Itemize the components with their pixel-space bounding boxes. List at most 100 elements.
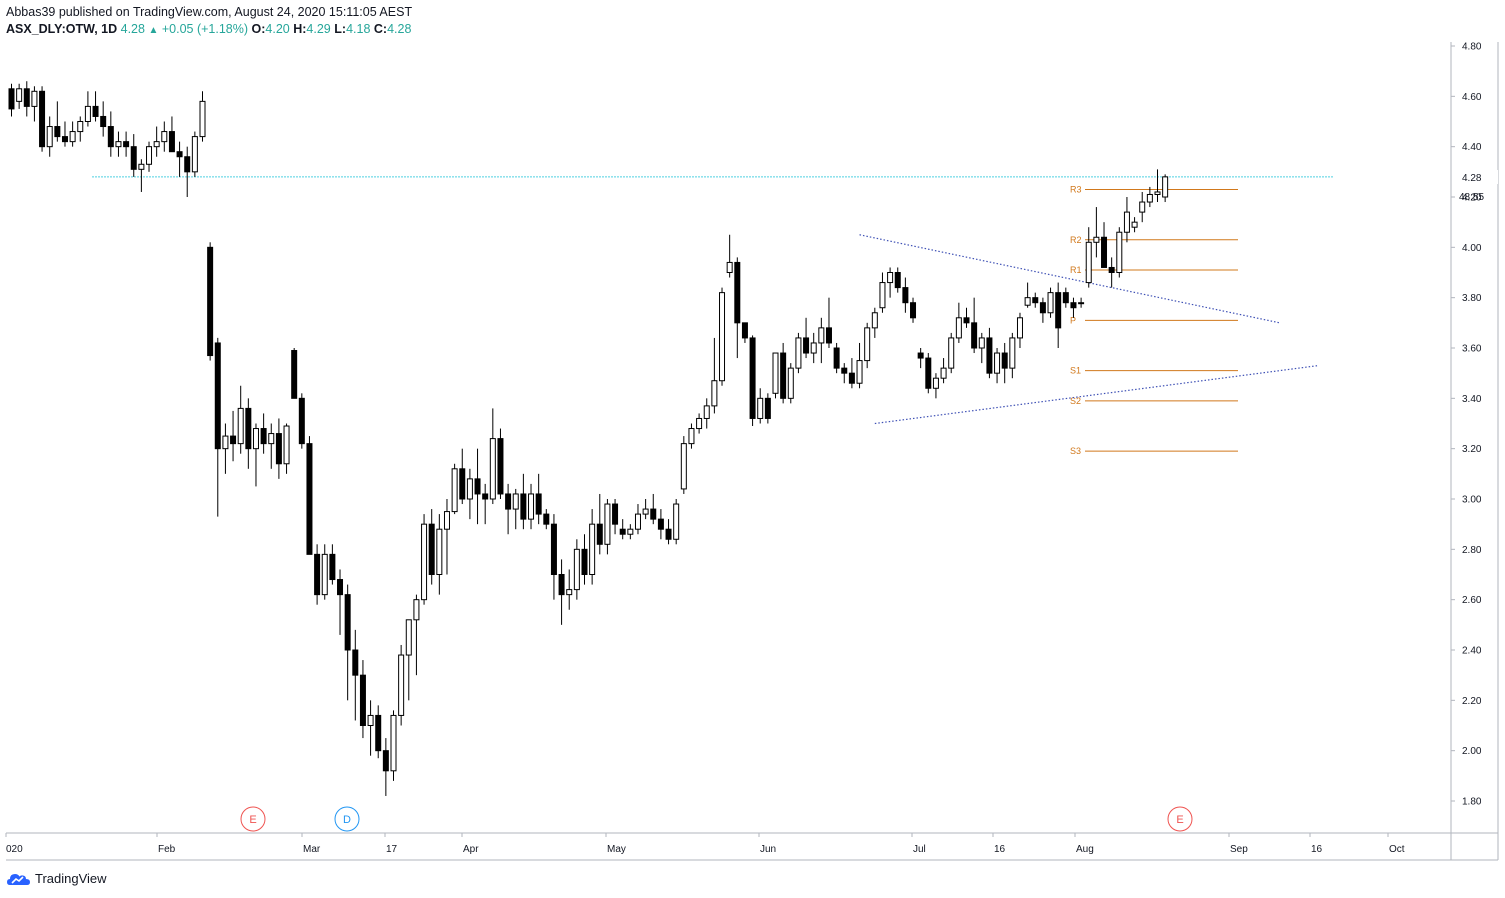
candle — [214, 337, 221, 517]
candle — [994, 348, 1001, 384]
time-tick-label: Sep — [1230, 844, 1248, 855]
candle-body — [963, 317, 970, 324]
candle — [856, 342, 863, 389]
candle — [1131, 217, 1138, 233]
candle-body — [955, 317, 962, 339]
candle — [252, 423, 259, 487]
price-tick-label: 3.00 — [1462, 495, 1482, 506]
candle — [642, 499, 649, 520]
up-triangle-icon: ▲ — [148, 25, 159, 36]
candle — [100, 101, 107, 137]
candle — [329, 544, 336, 585]
candles-layer — [8, 81, 1169, 796]
countdown-label: 48:55 — [1459, 192, 1484, 203]
event-marker[interactable]: E — [240, 806, 266, 832]
candle-body — [741, 322, 748, 339]
candle-body — [421, 523, 428, 601]
candle — [306, 436, 313, 555]
candle-body — [84, 105, 91, 123]
time-tick-label: Oct — [1389, 844, 1405, 855]
candle — [1070, 297, 1077, 318]
candle-body — [482, 493, 489, 500]
candle-body — [23, 88, 30, 107]
candle-body — [1116, 231, 1123, 274]
candle-body — [673, 503, 680, 540]
candle-body — [902, 287, 909, 304]
open-value: 4.20 — [265, 22, 290, 36]
candle-body — [772, 352, 779, 394]
event-marker[interactable]: E — [1167, 806, 1193, 832]
candle — [245, 398, 252, 469]
pivot-label: R1 — [1070, 265, 1082, 275]
candle — [948, 332, 955, 374]
candle-body — [650, 508, 657, 520]
candle — [589, 509, 596, 585]
candle-body — [1101, 236, 1108, 268]
candle — [1093, 207, 1100, 258]
candle-body — [107, 126, 114, 148]
candle — [138, 159, 145, 192]
candle-body — [314, 553, 321, 596]
candle-body — [879, 282, 886, 309]
candle-body — [436, 528, 443, 576]
candle-body — [1093, 236, 1100, 243]
candle — [8, 83, 15, 117]
candle-body — [31, 90, 38, 107]
time-tick-label: 16 — [994, 844, 1006, 855]
candle — [436, 514, 443, 595]
trendline[interactable] — [874, 365, 1319, 425]
candle-body — [764, 397, 771, 419]
symbol-label[interactable]: ASX_DLY:OTW, 1D — [6, 22, 118, 36]
candle-body — [780, 352, 787, 399]
time-axis[interactable]: 020 Feb Mar 17 Apr May Jun Jul 16 Aug Sep 16 Oct — [5, 833, 1405, 855]
candle-body — [1108, 266, 1115, 274]
current-price-marker: 4.28 48:55 — [1453, 170, 1498, 203]
candle — [688, 423, 695, 449]
candle-body — [222, 435, 229, 450]
candle — [482, 483, 489, 525]
high-label: H: — [293, 22, 307, 36]
price-tick-label: 2.20 — [1462, 696, 1482, 707]
candle-body — [833, 347, 840, 369]
candle — [1062, 287, 1069, 308]
candle-body — [283, 425, 290, 465]
candle — [489, 408, 496, 505]
trendline[interactable] — [859, 234, 1280, 324]
candle-body — [352, 649, 359, 676]
candle — [161, 121, 168, 152]
candle — [879, 272, 886, 313]
candle-body — [459, 468, 466, 500]
price-tick-label: 3.40 — [1462, 394, 1482, 405]
candle-body — [100, 115, 107, 128]
candle-body — [61, 136, 68, 143]
candle — [1101, 222, 1108, 268]
time-tick-label: 16 — [1311, 844, 1323, 855]
candle-body — [466, 478, 473, 500]
candle — [1108, 257, 1115, 288]
candle — [77, 116, 84, 142]
candle-body — [1146, 193, 1153, 203]
candle-body — [1009, 337, 1016, 369]
candle-body — [16, 88, 23, 102]
candle — [61, 121, 68, 147]
price-axis[interactable]: 1.80 2.00 2.20 2.40 2.60 2.80 3.00 3.20 3.40 3.60… — [1451, 42, 1482, 808]
candle — [107, 111, 114, 157]
candle — [505, 483, 512, 535]
candle-body — [634, 513, 641, 530]
candle-body — [1016, 317, 1023, 339]
symbol-legend[interactable]: ASX_DLY:OTW, 1D 4.28 ▲ +0.05 (+1.18%) O:… — [6, 21, 412, 39]
candle — [543, 509, 550, 530]
event-marker[interactable]: D — [334, 806, 360, 832]
price-tick-label: 2.40 — [1462, 646, 1482, 657]
candle — [787, 363, 794, 404]
tradingview-logo[interactable]: TradingView — [7, 871, 107, 886]
candle — [528, 483, 535, 530]
candle — [69, 121, 76, 147]
candle — [84, 91, 91, 127]
candle-body — [191, 136, 198, 173]
event-label: D — [343, 814, 351, 826]
candle — [275, 418, 282, 479]
candle — [146, 141, 153, 172]
close-label: C: — [373, 22, 388, 36]
